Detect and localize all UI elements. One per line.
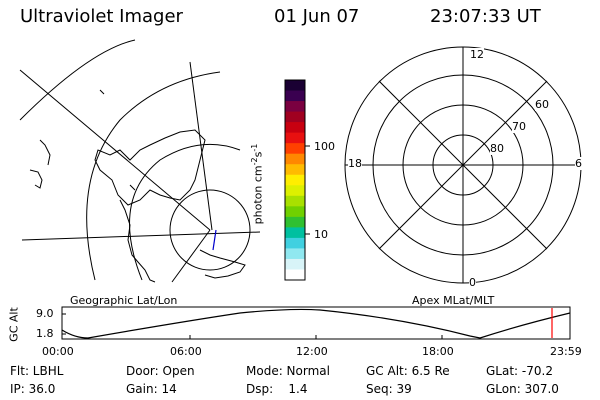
lat-circle-outer (19, 39, 136, 121)
altitude-curve (61, 308, 571, 339)
satellite-track (212, 229, 217, 251)
alt-xtick-2359: 23:59 (550, 345, 582, 358)
alt-ylabel: GC Alt (7, 307, 21, 342)
mlt-label-18: 18 (348, 157, 362, 170)
gc-alt-info: GC Alt: 6.5 Re (366, 364, 450, 378)
pole-circle (169, 189, 251, 271)
lat-label-60: 60 (535, 98, 549, 111)
colorbar-band (285, 206, 305, 218)
coastline-southern (199, 249, 246, 279)
alt-xtick-1200: 12:00 (296, 345, 328, 358)
colorbar-tick-100: 100 (314, 140, 335, 153)
mlt-label-0: 0 (469, 276, 476, 289)
colorbar-band (285, 90, 305, 102)
colorbar-band (285, 111, 305, 123)
colorbar-band (285, 237, 305, 249)
polar-ring-80 (402, 104, 524, 226)
lat-circle-inner (129, 143, 241, 281)
lon-line-4 (171, 229, 211, 283)
colorbar-band (285, 122, 305, 134)
lat-label-80: 80 (490, 142, 504, 155)
lat-label-70: 70 (512, 120, 526, 133)
alt-ytick-9: 9.0 (36, 307, 54, 320)
alt-ytick-1-8: 1.8 (36, 327, 54, 340)
colorbar-band (285, 174, 305, 186)
colorbar-band (285, 80, 305, 92)
colorbar-band (285, 227, 305, 239)
instrument-title: Ultraviolet Imager (20, 6, 183, 27)
map-caption: Geographic Lat/Lon (70, 294, 178, 307)
lat-circle-mid (86, 71, 221, 281)
colorbar-band (285, 143, 305, 155)
mlt-label-12: 12 (470, 48, 484, 61)
alt-xtick-1800: 18:00 (422, 345, 454, 358)
date-label: 01 Jun 07 (274, 6, 360, 27)
colorbar-band (285, 185, 305, 197)
mlt-label-6: 6 (575, 157, 582, 170)
colorbar-tick-10: 10 (314, 228, 328, 241)
lon-line-3 (189, 61, 213, 231)
seq-info: Seq: 39 (366, 382, 412, 396)
glon-info: GLon: 307.0 (486, 382, 559, 396)
time-label: 23:07:33 UT (430, 6, 541, 27)
coastline-islands (29, 89, 136, 191)
glat-info: GLat: -70.2 (486, 364, 553, 378)
colorbar-band (285, 153, 305, 165)
polar-ring-70 (372, 74, 554, 256)
colorbar-band (285, 164, 305, 176)
coastline-peninsula (119, 199, 156, 283)
polar-caption: Apex MLat/MLT (412, 294, 495, 307)
filter-info: Flt: LBHL (10, 364, 64, 378)
colorbar-band (285, 258, 305, 270)
door-info: Door: Open (126, 364, 195, 378)
colorbar-band (285, 195, 305, 207)
colorbar-band (285, 132, 305, 144)
ip-info: IP: 36.0 (10, 382, 56, 396)
colorbar-band (285, 269, 305, 281)
polar-ring-60 (344, 46, 582, 284)
colorbar-band (285, 248, 305, 260)
colorbar-band (285, 101, 305, 113)
polar-diag-1 (378, 80, 548, 250)
coastline-continent (94, 129, 206, 206)
dsp-info: Dsp: 1.4 (246, 382, 308, 396)
polar-ring-85 (432, 134, 494, 196)
polar-diag-2 (378, 80, 548, 250)
alt-xtick-0000: 00:00 (42, 345, 74, 358)
lon-line-2 (21, 231, 261, 241)
mode-info: Mode: Normal (246, 364, 330, 378)
alt-xtick-0600: 06:00 (170, 345, 202, 358)
colorbar-unit-label: photon cm-2s-1 (250, 143, 265, 225)
gain-info: Gain: 14 (126, 382, 177, 396)
lon-line-1 (19, 69, 211, 231)
colorbar-band (285, 216, 305, 228)
